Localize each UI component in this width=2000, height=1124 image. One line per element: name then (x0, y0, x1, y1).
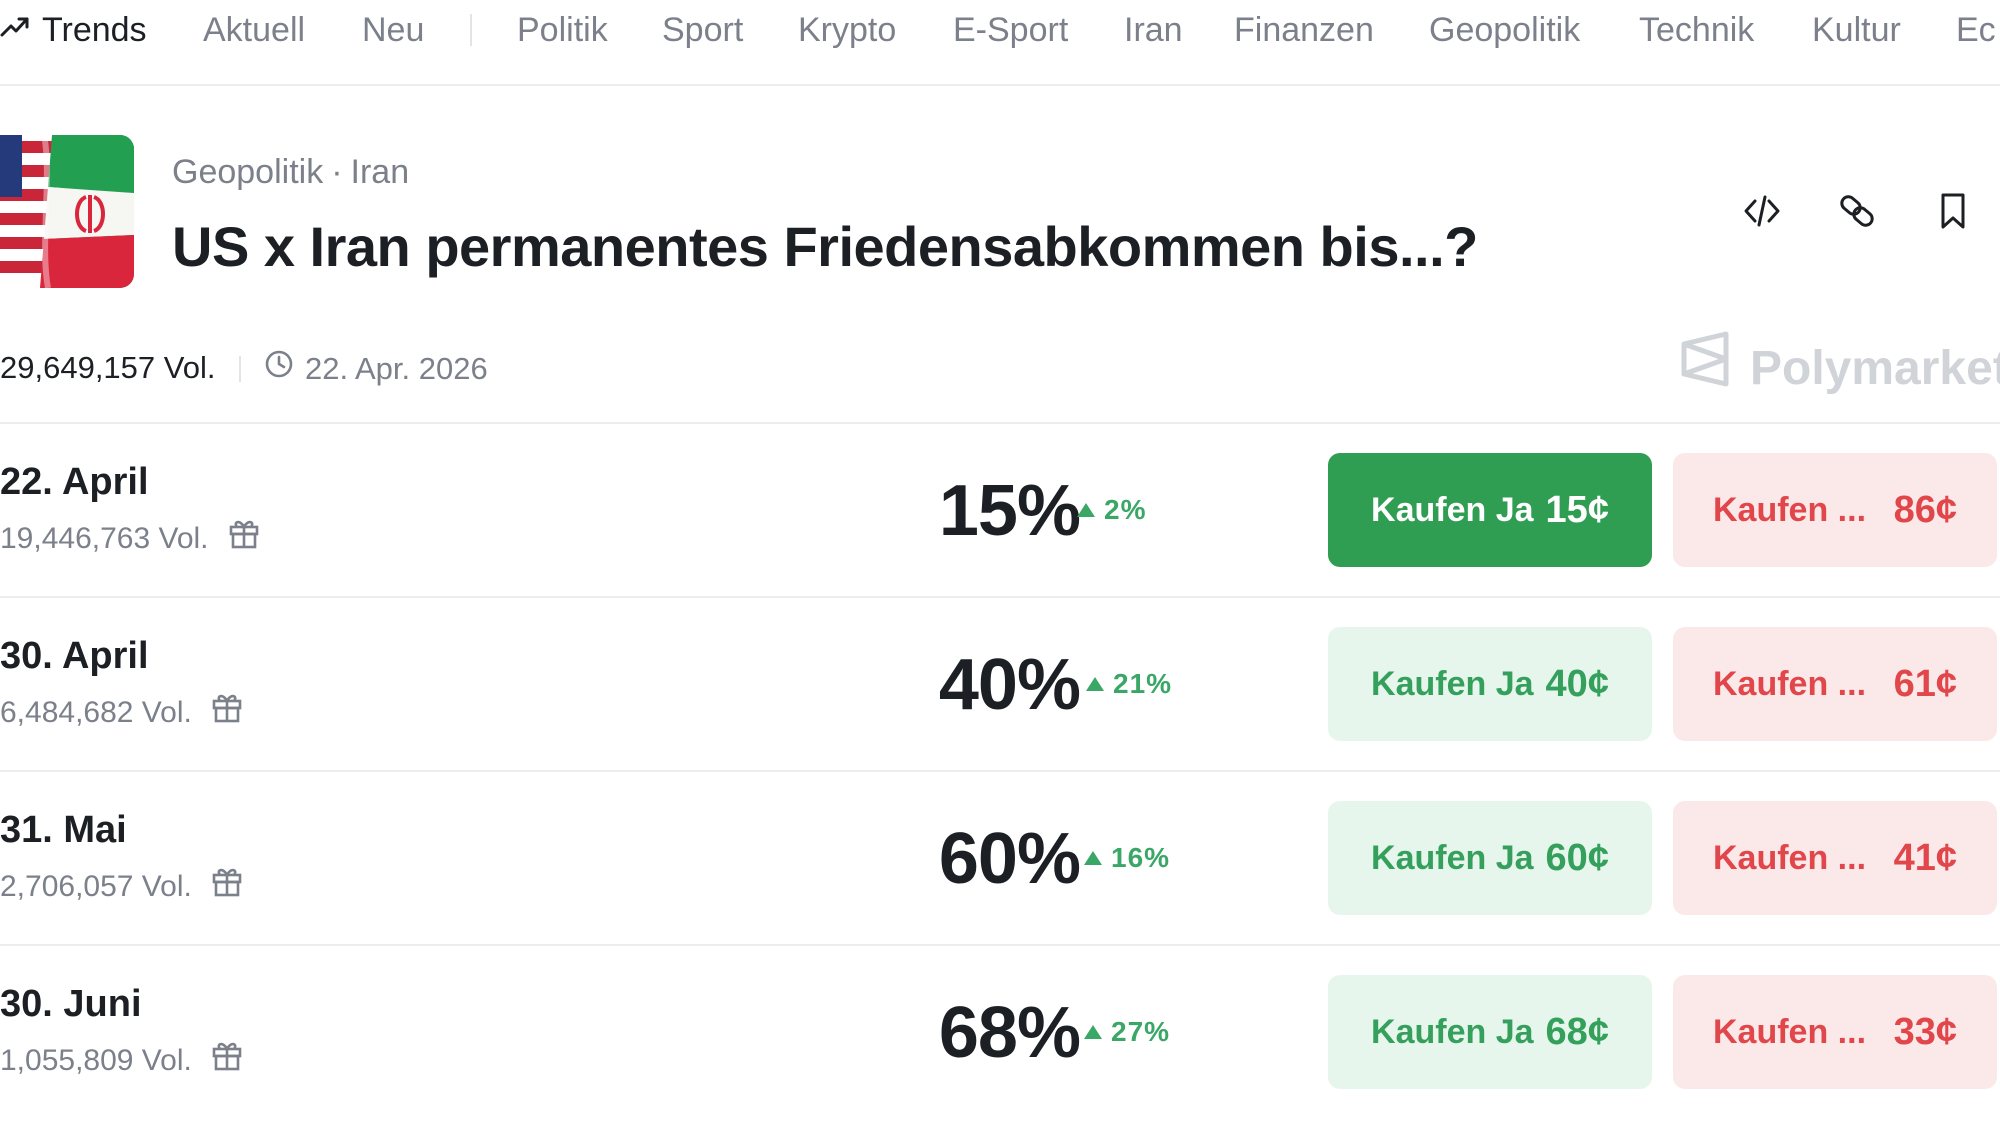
outcome-volume: 6,484,682 Vol. (0, 690, 244, 735)
triangle-up-icon (1083, 838, 1103, 878)
breadcrumb-subcategory[interactable]: Iran (350, 153, 410, 191)
nav-item-sport[interactable]: Sport (662, 11, 744, 49)
buy-no-label: Kaufen ... (1713, 664, 1867, 703)
buy-no-label: Kaufen ... (1713, 490, 1867, 529)
buy-yes-price: 60¢ (1545, 836, 1609, 879)
outcome-volume-label: 2,706,057 Vol. (0, 869, 192, 903)
outcome-probability: 68% (938, 993, 1081, 1073)
outcome-change: 16% (1083, 838, 1170, 878)
buy-yes-price: 40¢ (1545, 662, 1609, 705)
nav-item-esport[interactable]: E-Sport (953, 11, 1069, 49)
buy-yes-price: 15¢ (1545, 488, 1609, 531)
outcome-volume: 19,446,763 Vol. (0, 516, 261, 561)
gift-icon[interactable] (210, 864, 244, 909)
outcome-row[interactable]: 30. April 6,484,682 Vol. 40% 21% Kaufen … (0, 596, 2000, 770)
clock-icon (263, 348, 295, 390)
polymarket-logo-icon (1680, 330, 1732, 408)
nav-divider (470, 14, 472, 46)
outcome-probability: 15% (938, 471, 1081, 551)
buy-yes-label: Kaufen Ja (1371, 664, 1534, 703)
outcome-change-label: 2% (1104, 494, 1147, 525)
market-title: US x Iran permanentes Friedensabkommen b… (172, 215, 1478, 278)
nav-item-aktuell[interactable]: Aktuell (203, 11, 306, 49)
bookmark-icon[interactable] (1928, 186, 1978, 236)
nav-item-neu[interactable]: Neu (362, 11, 425, 49)
buy-no-price: 86¢ (1893, 488, 1957, 531)
triangle-up-icon (1076, 490, 1096, 530)
buy-yes-price: 68¢ (1545, 1010, 1609, 1053)
buy-yes-button[interactable]: Kaufen Ja 15¢ (1328, 453, 1652, 567)
nav-item-iran[interactable]: Iran (1124, 11, 1183, 49)
buy-no-price: 33¢ (1893, 1010, 1957, 1053)
outcome-change-label: 16% (1111, 842, 1171, 873)
buy-yes-label: Kaufen Ja (1371, 1012, 1534, 1051)
buy-no-label: Kaufen ... (1713, 1012, 1867, 1051)
link-icon[interactable] (1832, 186, 1882, 236)
breadcrumb-separator: · (331, 153, 343, 191)
outcome-change: 2% (1076, 490, 1146, 530)
outcome-date: 30. April (0, 635, 149, 677)
outcome-date: 22. April (0, 461, 149, 503)
category-nav: Trends Aktuell Neu Politik Sport Krypto … (0, 0, 2000, 86)
meta-divider (239, 356, 241, 382)
nav-item-krypto[interactable]: Krypto (798, 11, 897, 49)
buy-yes-button[interactable]: Kaufen Ja 40¢ (1328, 627, 1652, 741)
outcome-volume: 1,055,809 Vol. (0, 1038, 244, 1083)
gift-icon[interactable] (210, 1038, 244, 1083)
outcome-date: 31. Mai (0, 809, 127, 851)
buy-yes-label: Kaufen Ja (1371, 490, 1534, 529)
nav-item-politik[interactable]: Politik (517, 11, 608, 49)
buy-yes-button[interactable]: Kaufen Ja 60¢ (1328, 801, 1652, 915)
buy-no-label: Kaufen ... (1713, 838, 1867, 877)
buy-no-button[interactable]: Kaufen ... 86¢ (1673, 453, 1997, 567)
outcome-date: 30. Juni (0, 983, 142, 1025)
outcome-volume-label: 1,055,809 Vol. (0, 1043, 192, 1077)
outcome-change-label: 21% (1113, 668, 1173, 699)
outcome-volume-label: 6,484,682 Vol. (0, 695, 192, 729)
outcome-volume: 2,706,057 Vol. (0, 864, 244, 909)
buy-no-button[interactable]: Kaufen ... 41¢ (1673, 801, 1997, 915)
nav-item-finanzen[interactable]: Finanzen (1234, 11, 1374, 49)
buy-no-button[interactable]: Kaufen ... 61¢ (1673, 627, 1997, 741)
triangle-up-icon (1085, 664, 1105, 704)
trending-icon (0, 8, 30, 52)
buy-no-price: 41¢ (1893, 836, 1957, 879)
outcome-volume-label: 19,446,763 Vol. (0, 521, 209, 555)
breadcrumb: Geopolitik · Iran (172, 150, 409, 194)
embed-code-icon[interactable] (1737, 186, 1787, 236)
gift-icon[interactable] (227, 516, 261, 561)
outcome-change-label: 27% (1111, 1016, 1171, 1047)
end-date: 22. Apr. 2026 (263, 348, 488, 390)
outcome-change: 21% (1085, 664, 1172, 704)
end-date-label: 22. Apr. 2026 (305, 351, 488, 386)
nav-item-technik[interactable]: Technik (1639, 11, 1755, 49)
buy-yes-button[interactable]: Kaufen Ja 68¢ (1328, 975, 1652, 1089)
polymarket-logo-text: Polymarket (1750, 342, 2000, 395)
gift-icon[interactable] (210, 690, 244, 735)
breadcrumb-category[interactable]: Geopolitik (172, 153, 324, 191)
nav-item-economy[interactable]: Ec (1956, 11, 1996, 49)
market-thumbnail (0, 135, 134, 288)
outcome-probability: 40% (938, 645, 1081, 725)
buy-no-price: 61¢ (1893, 662, 1957, 705)
nav-item-label: Trends (42, 11, 147, 49)
outcome-row[interactable]: 30. Juni 1,055,809 Vol. 68% 27% Kaufen J… (0, 944, 2000, 1118)
outcome-row[interactable]: 22. April 19,446,763 Vol. 15% 2% Kaufen … (0, 422, 2000, 596)
polymarket-logo: Polymarket (1680, 330, 2000, 408)
nav-item-trends[interactable]: Trends (0, 8, 147, 52)
nav-item-geopolitik[interactable]: Geopolitik (1429, 11, 1581, 49)
outcome-probability: 60% (938, 819, 1081, 899)
buy-yes-label: Kaufen Ja (1371, 838, 1534, 877)
nav-item-kultur[interactable]: Kultur (1812, 11, 1901, 49)
outcome-change: 27% (1083, 1012, 1170, 1052)
outcome-row[interactable]: 31. Mai 2,706,057 Vol. 60% 16% Kaufen Ja… (0, 770, 2000, 944)
total-volume: 29,649,157 Vol. (0, 350, 216, 385)
buy-no-button[interactable]: Kaufen ... 33¢ (1673, 975, 1997, 1089)
triangle-up-icon (1083, 1012, 1103, 1052)
